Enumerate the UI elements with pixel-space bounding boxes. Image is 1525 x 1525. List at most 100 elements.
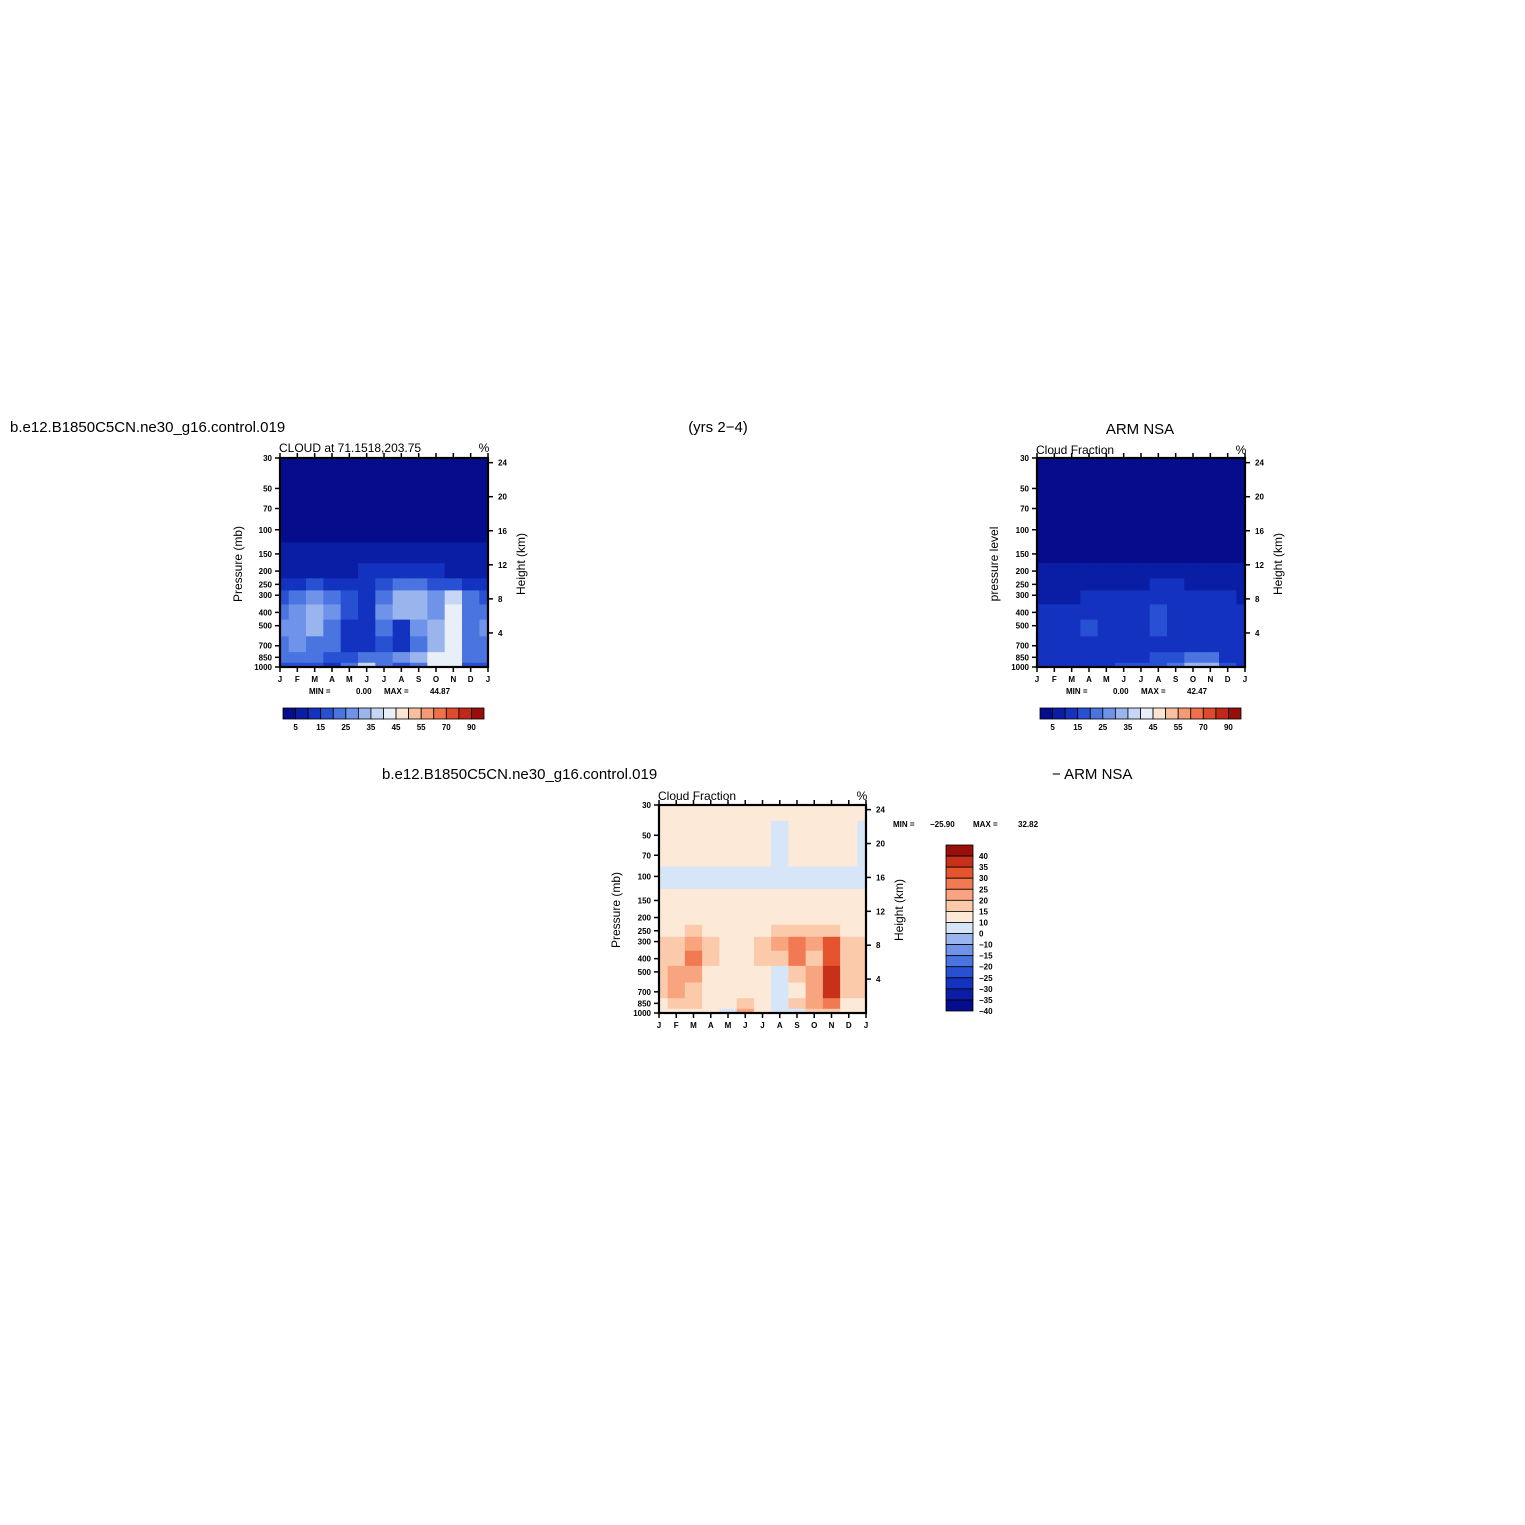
contour-cell xyxy=(444,458,463,474)
contour-cell xyxy=(1219,519,1237,543)
contour-cell xyxy=(684,997,703,1009)
y-tick-label: 300 xyxy=(1016,591,1030,600)
contour-cell xyxy=(1115,619,1133,637)
contour-cell xyxy=(1149,577,1168,591)
y-tick-label: 500 xyxy=(1016,622,1030,631)
colorbar-box xyxy=(332,707,347,720)
colorbar-box xyxy=(1064,707,1079,720)
colorbar-box xyxy=(282,707,296,720)
contour-cell xyxy=(1236,473,1245,500)
contour-cell xyxy=(288,635,307,653)
contour-cell xyxy=(667,888,686,910)
contour-cell xyxy=(462,498,480,520)
contour-cell xyxy=(288,603,307,620)
contour-cell xyxy=(805,924,824,937)
contour-cell xyxy=(805,997,824,1009)
contour-cell xyxy=(280,662,290,667)
contour-cell xyxy=(667,997,686,1009)
y-tick-label: 250 xyxy=(259,580,273,589)
contour-cell xyxy=(288,562,307,579)
contour-cell xyxy=(719,805,738,821)
units-label: % xyxy=(479,441,490,455)
contour-cell xyxy=(340,619,359,637)
contour-cell xyxy=(719,888,738,910)
stats-line: MIN = 0.00 MAX = 42.47 xyxy=(1066,687,1208,696)
contour-cell xyxy=(857,845,866,867)
contour-cell xyxy=(323,662,342,667)
colorbar-box xyxy=(945,877,974,890)
colorbar-label: 70 xyxy=(442,723,451,732)
x-tick-label: J xyxy=(1243,675,1247,684)
contour-cell xyxy=(1037,498,1047,520)
y-tick-label: 200 xyxy=(259,567,273,576)
y2-tick-label: 12 xyxy=(1255,561,1264,570)
min-value: −25.90 xyxy=(930,820,955,829)
stats-line: MIN = 0.00 MAX = 44.87 xyxy=(309,687,451,696)
contour-cell xyxy=(788,888,807,910)
y-tick-label: 200 xyxy=(638,914,652,923)
contour-cell xyxy=(306,589,324,605)
contour-cell xyxy=(1236,458,1245,474)
x-tick-label: A xyxy=(708,1021,714,1030)
contour-cell xyxy=(1201,603,1220,620)
contour-cell xyxy=(822,865,841,890)
contour-cell xyxy=(1097,635,1116,653)
colorbar-label: 35 xyxy=(366,723,375,732)
contour-cell xyxy=(1132,458,1151,474)
y-tick-label: 850 xyxy=(259,653,273,662)
contour-cell xyxy=(1097,577,1116,591)
contour-cells xyxy=(659,805,866,1013)
x-tick-label: M xyxy=(725,1021,732,1030)
contour-cell xyxy=(444,562,463,579)
y-axis-label: pressure level xyxy=(987,527,1001,602)
contour-cell xyxy=(358,473,376,500)
contour-cell xyxy=(1115,519,1133,543)
contour-cell xyxy=(1097,603,1116,620)
contour-cell xyxy=(1219,662,1237,667)
contour-cell xyxy=(736,845,755,867)
x-tick-label: M xyxy=(311,675,318,684)
x-tick-label: N xyxy=(1207,675,1213,684)
contour-cell xyxy=(667,950,686,966)
colorbar-box xyxy=(945,999,974,1012)
contour-cell xyxy=(702,965,720,983)
contour-cell xyxy=(1219,562,1237,579)
contour-cell xyxy=(659,936,669,951)
contour-cell xyxy=(462,651,480,663)
contour-cell xyxy=(857,820,866,846)
contour-cell xyxy=(1132,635,1151,653)
colorbar-box xyxy=(1127,707,1141,720)
colorbar-label: 25 xyxy=(979,885,988,894)
colorbar-label: 45 xyxy=(1149,723,1158,732)
contour-cell xyxy=(358,603,376,620)
contour-cell xyxy=(410,562,428,579)
contour-cell xyxy=(306,635,324,653)
contour-cell xyxy=(719,865,738,890)
contour-cell xyxy=(788,845,807,867)
contour-cell xyxy=(1201,458,1220,474)
contour-cell xyxy=(462,577,480,591)
contour-cell xyxy=(1080,603,1099,620)
contour-cell xyxy=(340,541,359,564)
contour-cell xyxy=(462,458,480,474)
colorbar-box xyxy=(1177,707,1192,720)
stats-line: MIN = −25.90 MAX = 32.82 xyxy=(893,820,1039,829)
contour-cell xyxy=(684,981,703,999)
y-tick-label: 150 xyxy=(1016,550,1030,559)
contour-cell xyxy=(1063,519,1081,543)
contour-cell xyxy=(1167,562,1185,579)
contour-cell xyxy=(1037,619,1047,637)
contour-cell xyxy=(771,845,789,867)
contour-cell xyxy=(358,619,376,637)
contour-cell xyxy=(358,662,376,667)
contour-cell xyxy=(427,519,446,543)
contour-cell xyxy=(736,924,755,937)
contour-cell xyxy=(1149,562,1168,579)
contour-cell xyxy=(410,589,428,605)
contour-cell xyxy=(358,635,376,653)
contour-cell xyxy=(1097,589,1116,605)
contour-cell xyxy=(840,845,858,867)
contour-cell xyxy=(479,519,488,543)
contour-cell xyxy=(1149,541,1168,564)
contour-cell xyxy=(1115,458,1133,474)
